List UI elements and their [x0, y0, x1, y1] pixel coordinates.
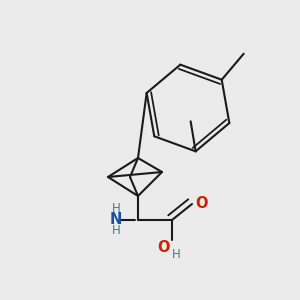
Text: H: H — [172, 248, 180, 260]
Text: O: O — [196, 196, 208, 211]
Text: N: N — [110, 212, 122, 227]
Text: H: H — [112, 224, 120, 238]
Text: O: O — [158, 239, 170, 254]
Text: H: H — [112, 202, 120, 215]
